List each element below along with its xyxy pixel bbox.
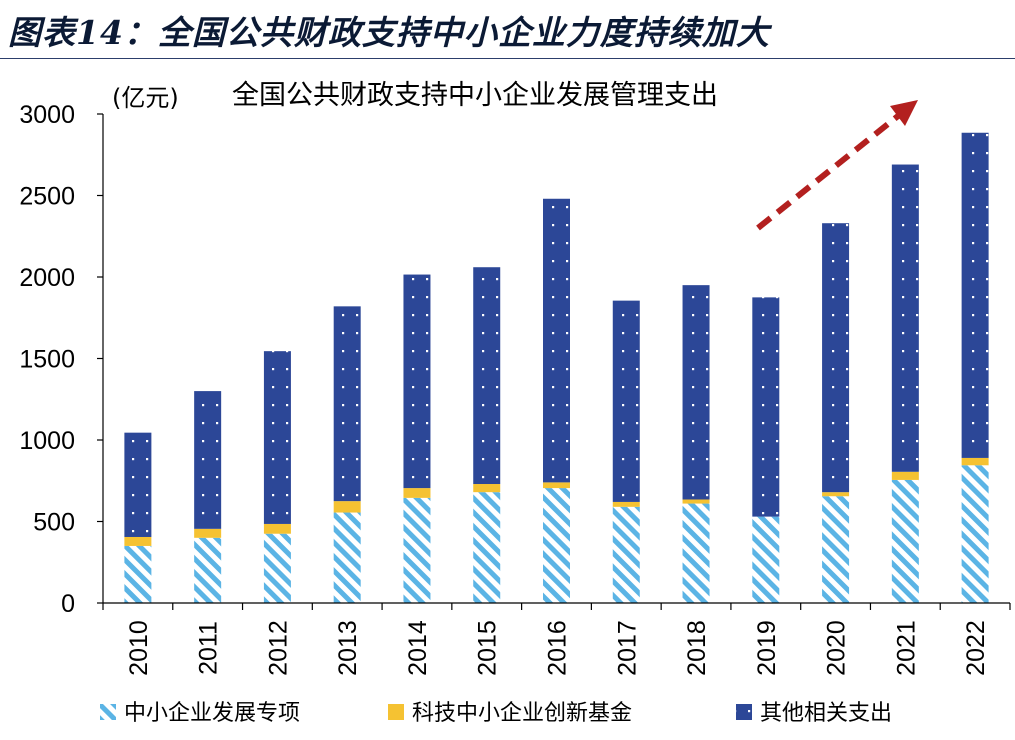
y-axis-unit-label: (亿元): [112, 84, 179, 112]
bar-segment-other-expenditure: [612, 300, 640, 502]
bar-segment-sme-special-fund: [612, 506, 640, 603]
trend-arrow: [756, 100, 918, 231]
bar-segment-tech-innovation-fund: [333, 501, 361, 513]
x-tick-label: 2018: [683, 620, 711, 676]
y-tick-label: 1500: [19, 346, 75, 374]
bar-segment-tech-innovation-fund: [124, 536, 152, 546]
x-tick-label: 2013: [334, 620, 362, 676]
x-tick-label: 2020: [823, 620, 851, 676]
x-tick-label: 2011: [195, 621, 223, 675]
legend-label: 其他相关支出: [760, 701, 892, 726]
bar-segment-tech-innovation-fund: [822, 492, 850, 497]
bar-segment-other-expenditure: [891, 164, 919, 472]
bar-segment-other-expenditure: [543, 198, 570, 483]
bar-segment-sme-special-fund: [124, 545, 152, 603]
x-tick-label: 2021: [892, 620, 920, 676]
x-tick-label: 2010: [125, 620, 153, 676]
bar-segment-other-expenditure: [263, 351, 291, 524]
figure-title: 图表14：全国公共财政支持中小企业力度持续加大: [8, 13, 770, 52]
bar-series: [124, 132, 989, 603]
bar-segment-sme-special-fund: [891, 479, 919, 603]
legend-swatch: [736, 704, 752, 720]
y-tick-label: 1000: [19, 427, 75, 455]
legend-swatch: [100, 704, 116, 720]
bar-segment-sme-special-fund: [473, 492, 501, 603]
x-tick-label: 2022: [962, 620, 990, 676]
y-tick-label: 0: [61, 590, 75, 618]
x-tick-label: 2012: [264, 620, 292, 676]
x-axis: 2010 2011 2012 2013 2014 2015 2016 2017 2018 2019…: [102, 602, 1011, 676]
bar-segment-tech-innovation-fund: [961, 457, 989, 466]
x-tick-label: 2017: [613, 620, 641, 676]
bar-segment-other-expenditure: [403, 274, 431, 489]
bar-segment-sme-special-fund: [822, 496, 850, 603]
bar-segment-tech-innovation-fund: [263, 523, 291, 534]
bar-segment-tech-innovation-fund: [682, 499, 710, 504]
bar-segment-other-expenditure: [822, 223, 850, 493]
x-tick-label: 2014: [404, 620, 432, 676]
legend: 中小企业发展专项 科技中小企业创新基金 其他相关支出: [100, 701, 892, 726]
legend-swatch: [388, 704, 404, 720]
legend-label: 中小企业发展专项: [124, 701, 300, 726]
bar-segment-sme-special-fund: [543, 488, 570, 603]
bar-segment-other-expenditure: [194, 391, 222, 529]
bar-segment-sme-special-fund: [682, 503, 710, 603]
bar-segment-tech-innovation-fund: [473, 484, 501, 493]
bar-segment-other-expenditure: [124, 432, 152, 537]
bar-segment-sme-special-fund: [961, 465, 989, 603]
bar-segment-other-expenditure: [752, 297, 780, 517]
bar-segment-tech-innovation-fund: [194, 528, 222, 538]
bar-segment-tech-innovation-fund: [612, 501, 640, 507]
bar-segment-other-expenditure: [961, 132, 989, 458]
bar-segment-sme-special-fund: [333, 512, 361, 603]
chart-title: 全国公共财政支持中小企业发展管理支出: [232, 80, 718, 111]
legend-label: 科技中小企业创新基金: [412, 701, 632, 726]
y-tick-label: 2500: [19, 183, 75, 211]
y-tick-label: 500: [33, 509, 75, 537]
bar-segment-other-expenditure: [473, 267, 501, 485]
bar-segment-tech-innovation-fund: [543, 482, 570, 489]
x-tick-label: 2016: [544, 620, 572, 676]
bar-segment-sme-special-fund: [194, 537, 222, 603]
title-divider: [0, 58, 1015, 59]
bar-segment-tech-innovation-fund: [403, 488, 431, 498]
bar-segment-sme-special-fund: [752, 516, 780, 603]
figure-header: 图表14：全国公共财政支持中小企业力度持续加大: [0, 0, 1015, 60]
bar-segment-sme-special-fund: [403, 497, 431, 603]
bar-segment-sme-special-fund: [263, 533, 291, 603]
y-tick-label: 2000: [19, 264, 75, 292]
bar-segment-tech-innovation-fund: [891, 471, 919, 480]
x-tick-label: 2019: [753, 620, 781, 676]
bar-segment-other-expenditure: [682, 285, 710, 500]
trend-arrow-line: [756, 113, 900, 231]
trend-arrow-head: [890, 100, 918, 126]
x-tick-label: 2015: [474, 620, 502, 676]
y-axis: 0 500 1000 1500 2000 2500 3000: [19, 101, 104, 618]
y-tick-label: 3000: [19, 101, 75, 129]
bar-segment-other-expenditure: [333, 306, 361, 502]
